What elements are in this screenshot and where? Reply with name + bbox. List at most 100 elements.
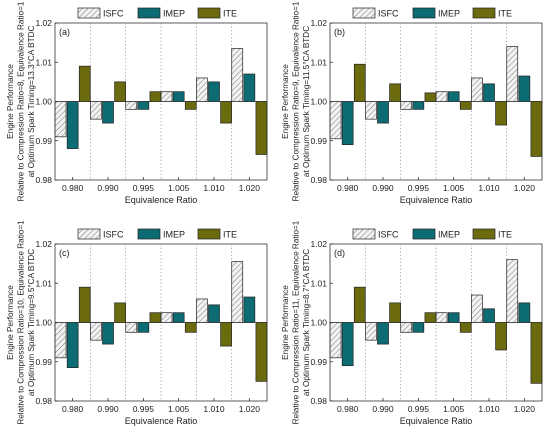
bar-ite: [78, 65, 91, 102]
x-tick-label: 0.980: [337, 183, 359, 193]
y-tick-label: 1.00: [35, 97, 52, 107]
x-tick-label: 1.020: [514, 404, 536, 414]
bar-ite: [353, 286, 366, 323]
bar-isfc: [365, 101, 377, 120]
bar-isfc: [125, 101, 138, 110]
legend-swatch-isfc: [352, 7, 376, 19]
bar-imep: [412, 322, 425, 333]
legend-label-imep: IMEP: [438, 9, 460, 19]
bar-isfc: [160, 312, 173, 323]
x-tick-label: 0.995: [408, 404, 430, 414]
y-tick-label: 0.99: [35, 357, 52, 367]
y-axis-title: Engine Performance Relative to Compressio…: [281, 220, 311, 424]
panel-label: (a): [59, 27, 70, 37]
bar-isfc: [231, 261, 244, 323]
y-axis-title-line: Engine Performance: [281, 285, 290, 360]
y-tick-label: 1.02: [310, 239, 327, 249]
x-tick-label: 0.990: [97, 183, 119, 193]
y-tick-label: 0.98: [310, 175, 327, 185]
y-axis-title-line: Relative to Compression Ratio=8, Equival…: [17, 1, 26, 201]
y-tick-label: 1.02: [35, 18, 52, 28]
y-axis-title: Engine Performance Relative to Compressio…: [6, 220, 36, 425]
y-tick-label: 1.02: [35, 239, 52, 249]
x-tick-label: 1.020: [239, 404, 261, 414]
x-tick-label: 0.995: [408, 183, 430, 193]
y-tick-label: 1.00: [310, 97, 327, 107]
legend-swatch-ite: [197, 228, 221, 240]
legend-label-isfc: ISFC: [378, 9, 399, 19]
x-tick-label: 1.005: [443, 183, 465, 193]
bar-isfc: [471, 294, 483, 323]
bar-ite: [220, 322, 232, 347]
bar-ite: [530, 101, 543, 157]
bar-isfc: [54, 322, 67, 359]
bar-imep: [66, 322, 79, 368]
bar-ite: [353, 63, 366, 102]
y-axis-title-line: at Optimum Spark Timing=8.7°CA BTDC: [302, 249, 311, 396]
legend-swatch-imep: [412, 7, 436, 19]
bar-ite: [495, 322, 507, 351]
bar-isfc: [329, 101, 342, 140]
bar-ite: [459, 101, 472, 110]
x-tick-label: 1.010: [203, 183, 225, 193]
bar-isfc: [90, 101, 102, 120]
y-tick-label: 1.01: [35, 57, 52, 67]
bar-ite: [149, 312, 162, 323]
bar-imep: [243, 73, 256, 102]
legend-swatch-imep: [137, 228, 161, 240]
bar-imep: [66, 101, 79, 149]
x-tick-label: 0.995: [133, 404, 155, 414]
legend-swatch-imep: [137, 7, 161, 19]
bar-imep: [341, 101, 354, 146]
x-axis-title: Equivalence Ratio: [400, 416, 473, 426]
x-tick-label: 1.005: [168, 183, 190, 193]
legend-label-ite: ITE: [223, 9, 237, 19]
bar-isfc: [506, 259, 519, 323]
y-axis-title-line: Engine Performance: [6, 285, 15, 360]
bar-imep: [483, 308, 495, 323]
x-axis-title: Equivalence Ratio: [125, 195, 198, 205]
y-tick-label: 1.01: [310, 57, 327, 67]
bar-ite: [149, 91, 162, 102]
bar-imep: [137, 101, 150, 110]
y-tick-label: 0.98: [35, 396, 52, 406]
panel-label: (d): [334, 248, 345, 258]
bar-ite: [255, 322, 268, 382]
bar-ite: [114, 81, 126, 102]
legend-swatch-isfc: [77, 7, 101, 19]
y-tick-label: 1.00: [35, 318, 52, 328]
bar-imep: [243, 296, 256, 323]
y-tick-label: 0.98: [310, 396, 327, 406]
y-tick-label: 0.98: [35, 175, 52, 185]
y-axis-title-line: at Optimum Spark Timing=11.5°CA BTDC: [302, 26, 311, 177]
bar-imep: [208, 81, 220, 102]
y-axis-title-line: at Optimum Spark Timing=13.3°CA BTDC: [27, 25, 36, 177]
legend-label-isfc: ISFC: [378, 230, 399, 240]
bar-ite: [495, 101, 507, 126]
y-axis-title-line: Engine Performance: [281, 64, 290, 139]
legend-swatch-ite: [472, 7, 496, 19]
legend-label-imep: IMEP: [163, 9, 185, 19]
bar-isfc: [365, 322, 377, 341]
bar-isfc: [54, 101, 67, 138]
bar-ite: [184, 322, 197, 333]
bar-imep: [102, 101, 114, 124]
y-tick-label: 0.99: [310, 357, 327, 367]
legend-label-isfc: ISFC: [103, 9, 124, 19]
bar-ite: [78, 286, 91, 323]
bar-ite: [220, 101, 232, 124]
x-tick-label: 0.990: [372, 404, 394, 414]
x-tick-label: 0.980: [62, 404, 84, 414]
bar-imep: [172, 91, 185, 102]
bar-imep: [377, 322, 389, 345]
bar-imep: [447, 312, 460, 323]
bar-isfc: [90, 322, 102, 341]
legend-label-ite: ITE: [498, 230, 512, 240]
bar-isfc: [329, 322, 342, 359]
bar-isfc: [125, 322, 138, 333]
bar-isfc: [471, 77, 483, 102]
x-axis-title: Equivalence Ratio: [125, 416, 198, 426]
bar-imep: [483, 83, 495, 102]
panel-label: (b): [334, 27, 345, 37]
chart-panel-2: 0.98 0.99 1.00 1.01 1.02 0.980 0.990 0.995 1.005…: [281, 1, 543, 205]
